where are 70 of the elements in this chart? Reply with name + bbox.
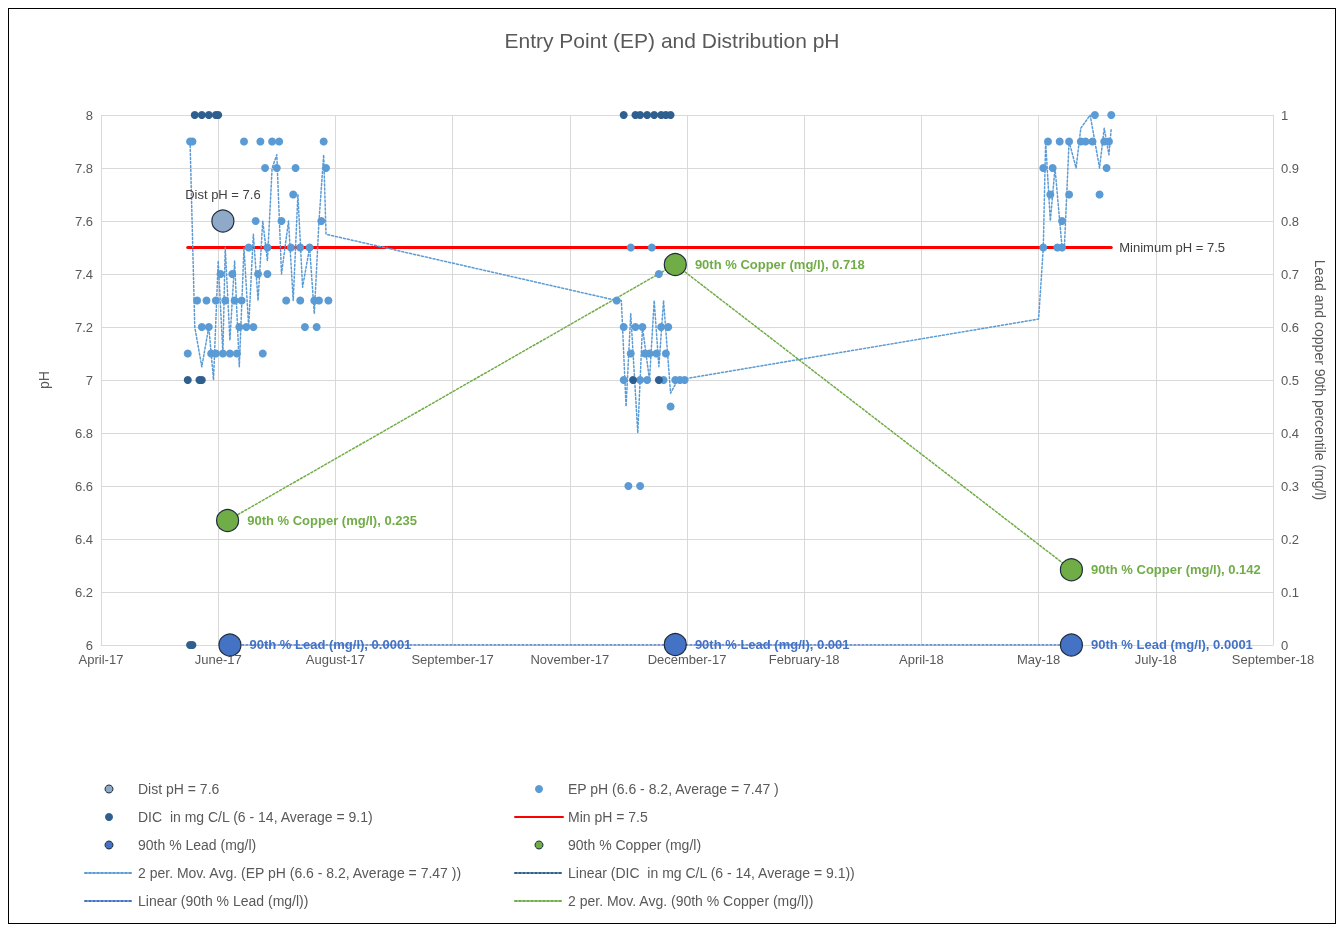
y2-tick-label: 0.1 [1281, 584, 1300, 600]
y-tick-label: 6 [85, 637, 93, 653]
x-tick-label: September-17 [411, 652, 494, 667]
data-label: 90th % Copper (mg/l), 0.718 [694, 256, 865, 272]
point [197, 111, 206, 119]
point [211, 209, 235, 233]
y-tick-label: 6.2 [74, 584, 93, 600]
chart-title: Entry Point (EP) and Distribution pH [504, 29, 840, 52]
y-tick-label: 6.4 [74, 531, 93, 547]
legend-label: 90th % Copper (mg/l) [568, 837, 702, 853]
y2-tick-label: 1 [1281, 107, 1289, 123]
y-tick-label: 7 [85, 372, 93, 388]
y-axis-title: pH [36, 371, 52, 389]
y2-tick-label: 0.4 [1281, 425, 1300, 441]
data-label: 90th % Copper (mg/l), 0.235 [247, 512, 417, 528]
data-label: 90th % Lead (mg/l), 0.0001 [249, 637, 412, 653]
y2-tick-label: 0.3 [1281, 478, 1300, 494]
y-tick-label: 7.4 [74, 266, 93, 282]
point [218, 633, 242, 657]
x-tick-label: July-18 [1134, 652, 1177, 667]
y-tick-label: 6.8 [74, 425, 93, 441]
data-label: 90th % Lead (mg/l), 0.001 [694, 636, 850, 652]
legend-label: 2 per. Mov. Avg. (EP pH (6.6 - 8.2, Average = 7.47 )) [138, 865, 462, 881]
point [619, 111, 628, 119]
point [183, 376, 192, 384]
point [636, 111, 645, 119]
x-tick-label: April-17 [78, 652, 124, 667]
x-tick-label: November-17 [530, 652, 610, 667]
y-tick-label: 8 [85, 107, 93, 123]
y-tick-label: 6.6 [74, 478, 93, 494]
point [1059, 633, 1084, 657]
y2-tick-label: 0.9 [1281, 160, 1300, 176]
y2-tick-label: 0.8 [1281, 213, 1300, 229]
y2-tick-label: 0.2 [1281, 531, 1300, 547]
y2-tick-label: 0.5 [1281, 372, 1300, 388]
y-tick-label: 7.6 [74, 213, 93, 229]
y-tick-label: 7.8 [74, 160, 93, 176]
legend-label: 2 per. Mov. Avg. (90th % Copper (mg/l)) [568, 893, 814, 909]
point [629, 376, 638, 384]
x-tick-label: May-18 [1016, 652, 1061, 667]
y2-tick-label: 0 [1281, 637, 1289, 653]
x-tick-label: December-17 [647, 652, 727, 667]
x-tick-label: September-18 [1231, 652, 1315, 667]
legend-label: Dist pH = 7.6 [138, 781, 220, 797]
legend-label: Linear (90th % Lead (mg/l)) [138, 893, 309, 909]
y-tick-label: 7.2 [74, 319, 93, 335]
legend-label: Linear (DIC in mg C/L (6 - 14, Average = 9.1)) [568, 865, 855, 881]
y2-axis-title: Lead and copper 90th percentile (mg/l) [1312, 259, 1328, 501]
legend-label: Min pH = 7.5 [568, 809, 648, 825]
point [190, 111, 199, 119]
legend-label: 90th % Lead (mg/l) [138, 837, 257, 853]
point [663, 252, 687, 277]
point [663, 632, 687, 657]
data-label: 90th % Lead (mg/l), 0.0001 [1091, 637, 1253, 653]
x-tick-label: August-17 [305, 652, 366, 667]
data-label: Dist pH = 7.6 [185, 187, 261, 203]
data-label: 90th % Copper (mg/l), 0.142 [1091, 562, 1261, 578]
point [650, 111, 659, 119]
x-tick-label: February-18 [768, 652, 840, 667]
point [204, 111, 213, 119]
legend-label: DIC in mg C/L (6 - 14, Average = 9.1) [138, 809, 373, 825]
data-label: Minimum pH = 7.5 [1119, 240, 1226, 255]
y2-tick-label: 0.6 [1281, 319, 1300, 335]
point [1059, 558, 1084, 582]
x-tick-label: June-17 [194, 652, 242, 667]
point [216, 508, 240, 533]
legend-label: EP pH (6.6 - 8.2, Average = 7.47 ) [568, 781, 779, 797]
y2-tick-label: 0.7 [1281, 266, 1300, 282]
x-tick-label: April-18 [899, 652, 944, 667]
point [643, 111, 652, 119]
